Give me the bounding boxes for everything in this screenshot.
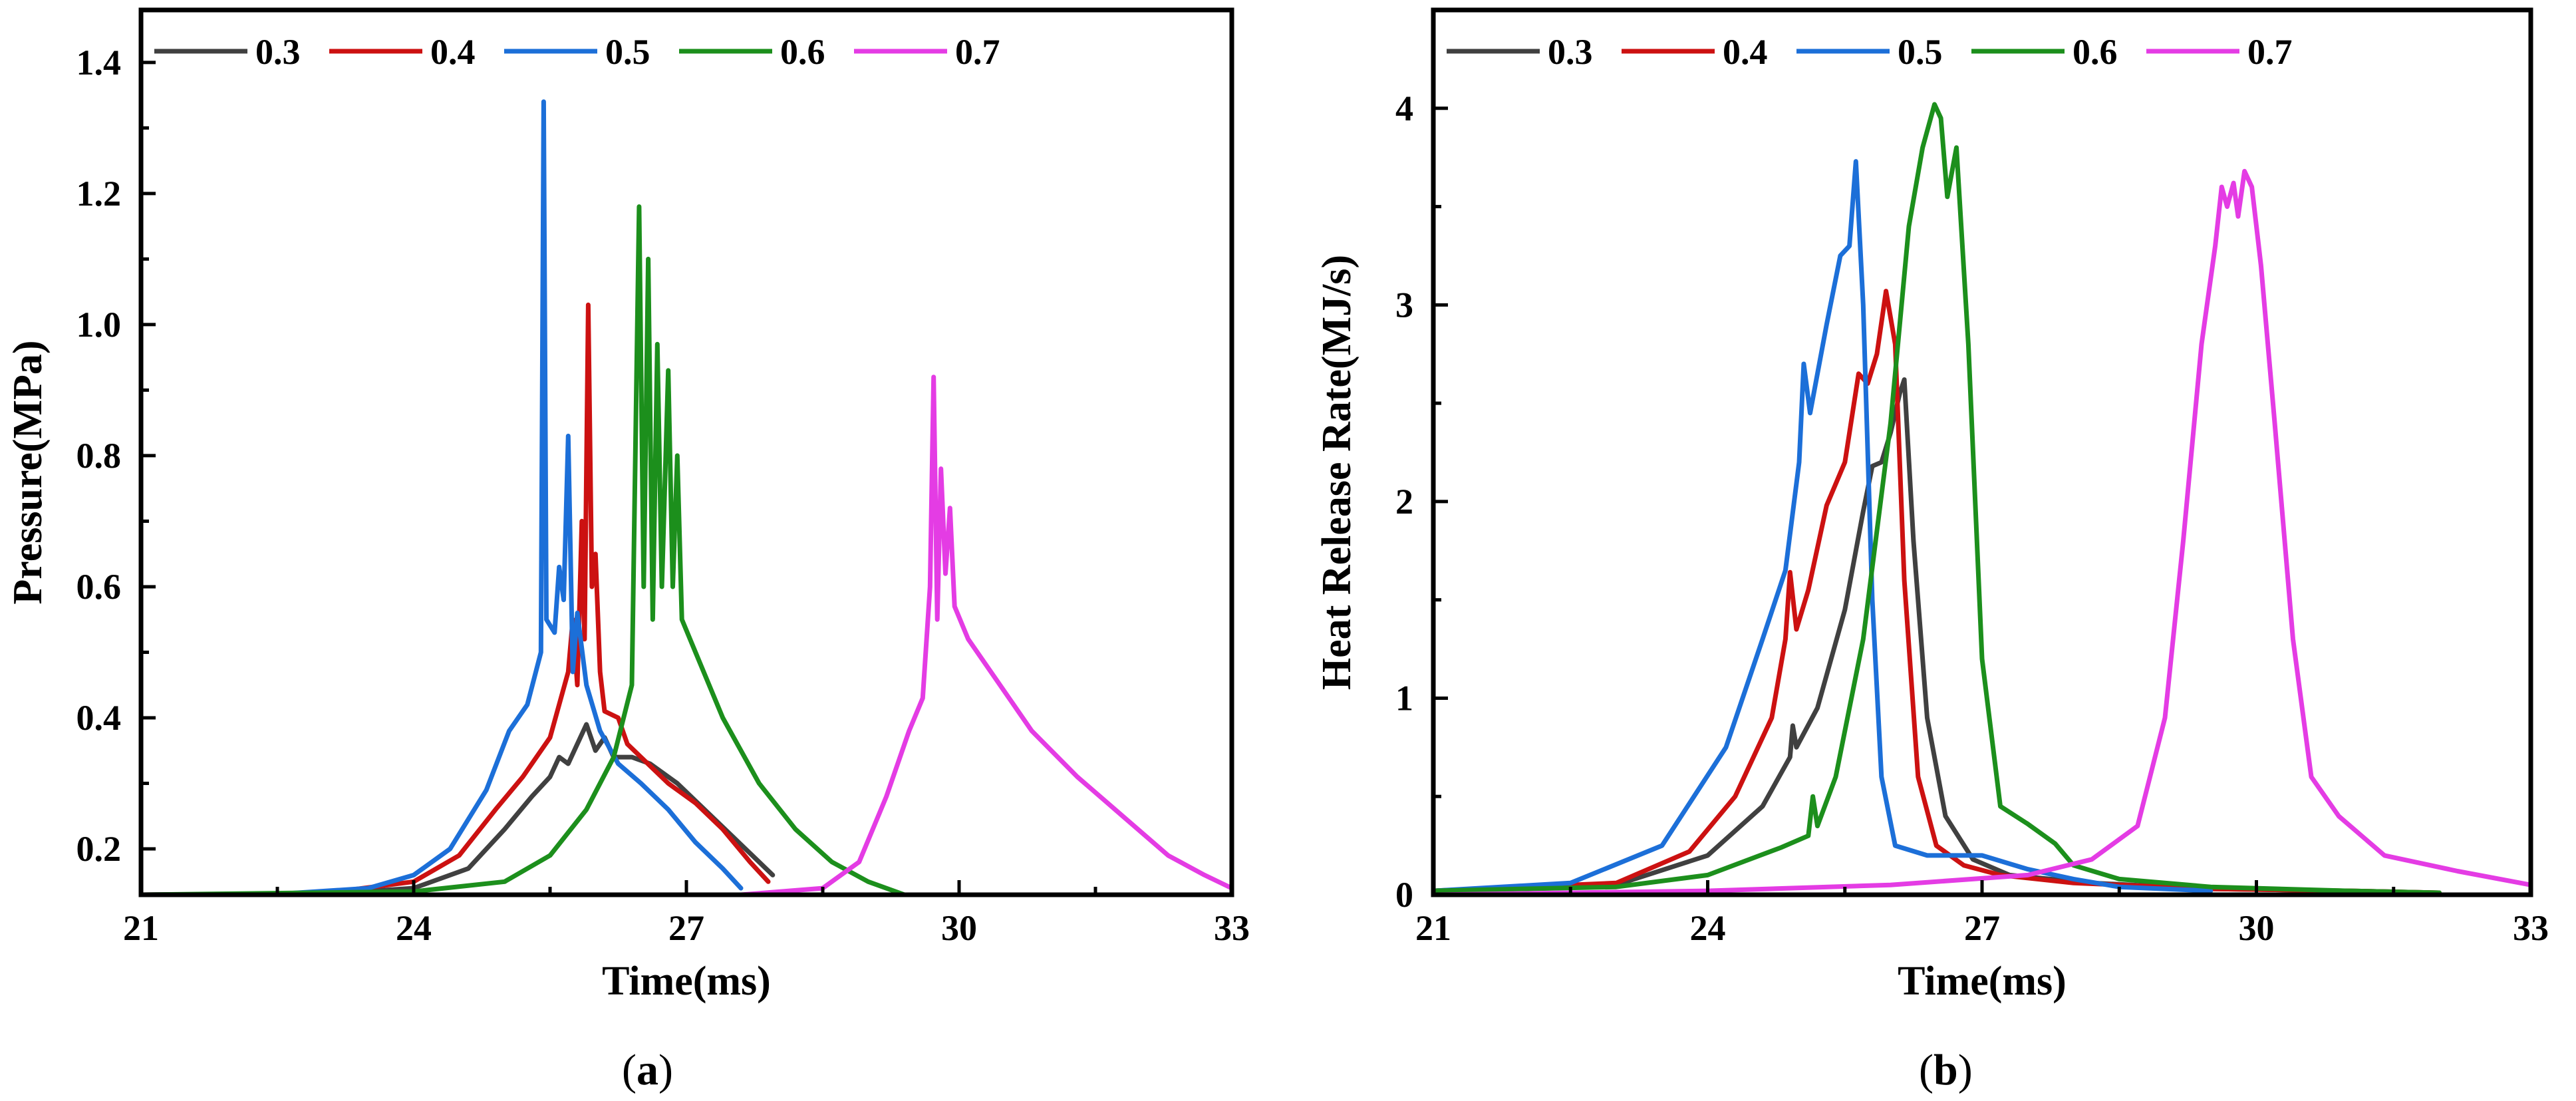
series-line-0.6	[141, 204, 907, 895]
y-tick-label: 1.2	[76, 174, 122, 214]
x-tick-label: 21	[1415, 908, 1451, 948]
series-line-0.7	[1433, 168, 2531, 895]
plot-area-b: 21 24 27 30 33 0 1 2 3 4 0.3 0.4 0.5 0.6 0.7	[1395, 7, 2549, 948]
series-line-0.6	[1433, 102, 2442, 895]
x-tick-label: 33	[1214, 908, 1250, 948]
x-tick-label: 33	[2513, 908, 2549, 948]
x-tick-label: 27	[668, 908, 704, 948]
legend-label-0.5: 0.5	[1898, 32, 1943, 72]
series-line-0.5	[1433, 159, 2214, 893]
series-line-0.4	[141, 302, 771, 895]
legend-label-0.6: 0.6	[780, 32, 825, 72]
legend-label-0.6: 0.6	[2073, 32, 2118, 72]
legend-b: 0.3 0.4 0.5 0.6 0.7	[1447, 32, 2293, 72]
legend-label-0.3: 0.3	[255, 32, 301, 72]
chart-panel-a: 21 24 27 30 33 0.2 0.4 0.6 0.8 1.0 1.2 1.4 0.3 0.4 0.5…	[5, 7, 1250, 1094]
y-tick-label: 0.8	[76, 436, 122, 476]
legend-label-0.7: 0.7	[2247, 32, 2293, 72]
y-tick-label: 0.6	[76, 567, 122, 607]
x-axis-title-b: Time(ms)	[1898, 959, 2067, 1004]
y-tick-label: 0.4	[76, 698, 122, 738]
series-group-a	[141, 99, 1232, 895]
y-tick-label: 0.2	[76, 829, 122, 869]
y-axis-title-b: Heat Release Rate(MJ/s)	[1314, 255, 1360, 690]
panel-label-a: (a)	[622, 1046, 673, 1094]
legend-label-0.4: 0.4	[430, 32, 476, 72]
x-tick-label: 21	[123, 908, 159, 948]
y-tick-label: 2	[1395, 482, 1413, 522]
y-tick-label: 3	[1395, 285, 1413, 325]
y-tick-label: 1.0	[76, 305, 122, 345]
plot-area-a: 21 24 27 30 33 0.2 0.4 0.6 0.8 1.0 1.2 1.4 0.3 0.4 0.5…	[76, 7, 1250, 948]
x-tick-label: 24	[1690, 908, 1726, 948]
legend-label-0.3: 0.3	[1548, 32, 1593, 72]
x-axis-title-a: Time(ms)	[602, 959, 771, 1004]
legend-label-0.5: 0.5	[605, 32, 650, 72]
y-tick-label: 0	[1395, 875, 1413, 915]
series-line-0.5	[141, 99, 744, 895]
series-group-b	[1433, 102, 2531, 895]
y-axis-title-a: Pressure(MPa)	[5, 340, 51, 604]
y-tick-label: 1.4	[76, 43, 122, 82]
legend-label-0.4: 0.4	[1723, 32, 1768, 72]
x-tick-label: 30	[941, 908, 977, 948]
x-tick-label: 24	[396, 908, 432, 948]
series-line-0.7	[738, 375, 1232, 895]
legend-label-0.7: 0.7	[955, 32, 1000, 72]
y-tick-label: 1	[1395, 678, 1413, 718]
x-tick-label: 30	[2239, 908, 2275, 948]
legend-a: 0.3 0.4 0.5 0.6 0.7	[154, 32, 1000, 72]
x-tick-label: 27	[1964, 908, 2000, 948]
y-tick-label: 4	[1395, 88, 1413, 128]
panel-label-b: (b)	[1919, 1046, 1973, 1094]
